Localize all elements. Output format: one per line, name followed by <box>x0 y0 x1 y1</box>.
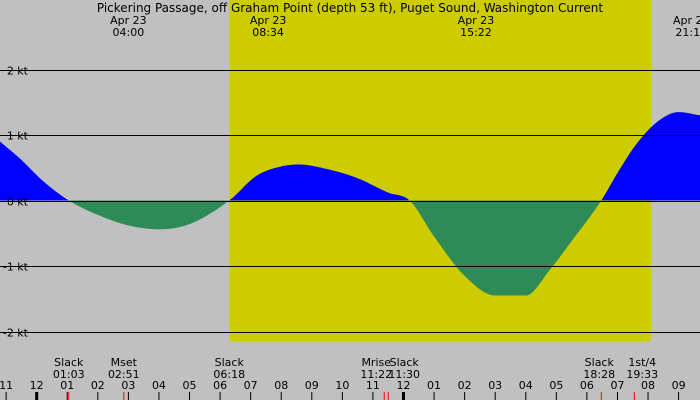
x-tick-label: 06 <box>213 379 227 392</box>
y-tick-label: 0 kt <box>7 196 29 209</box>
event-time-label: 19:33 <box>626 368 658 381</box>
current-fill-layer <box>0 112 700 296</box>
event-time-label: 11:22 <box>360 368 392 381</box>
top-time-label: 04:00 <box>113 26 145 39</box>
top-date-label: Apr 2 <box>673 14 700 27</box>
x-tick-label: 08 <box>274 379 288 392</box>
x-tick-label: 07 <box>244 379 258 392</box>
y-tick-label: 1 kt <box>7 130 29 143</box>
top-date-label: Apr 23 <box>458 14 495 27</box>
flood-area <box>601 112 700 201</box>
y-tick-label: 2 kt <box>7 65 29 78</box>
flood-area <box>0 141 69 201</box>
x-tick-label: 02 <box>91 379 105 392</box>
event-time-label: 11:30 <box>388 368 420 381</box>
top-date-label: Apr 23 <box>250 14 287 27</box>
event-name-label: Mset <box>111 356 138 369</box>
x-tick-label: 05 <box>183 379 197 392</box>
event-name-label: Slack <box>390 356 420 369</box>
x-tick-label: 12 <box>396 379 410 392</box>
ebb-area <box>409 200 602 296</box>
y-tick-labels: 2 kt 1 kt 0 kt -1 kt -2 kt <box>3 65 29 340</box>
x-tick-label: 01 <box>60 379 74 392</box>
top-date-label: Apr 23 <box>110 14 147 27</box>
x-tick-label: 08 <box>641 379 655 392</box>
event-labels: Slack01:03Mset02:51Slack06:18Mrise11:22S… <box>53 356 658 381</box>
x-tick-label: 02 <box>458 379 472 392</box>
event-name-label: 1st/4 <box>628 356 656 369</box>
x-tick-label: 04 <box>519 379 533 392</box>
gridlines <box>0 70 700 333</box>
event-name-label: Slack <box>215 356 245 369</box>
top-time-label: 08:34 <box>252 26 284 39</box>
x-tick-label: 09 <box>672 379 686 392</box>
y-tick-label: -1 kt <box>3 261 29 274</box>
ebb-area <box>68 200 230 230</box>
x-tick-label: 03 <box>121 379 135 392</box>
x-tick-label: 11 <box>366 379 380 392</box>
y-tick-label: -2 kt <box>3 327 29 340</box>
event-time-label: 01:03 <box>53 368 85 381</box>
x-tick-label: 05 <box>549 379 563 392</box>
x-tick-label: 03 <box>488 379 502 392</box>
x-tick-label: 09 <box>305 379 319 392</box>
event-name-label: Slack <box>54 356 84 369</box>
event-time-label: 18:28 <box>583 368 615 381</box>
top-time-label: 15:22 <box>460 26 492 39</box>
x-tick-label: 11 <box>0 379 13 392</box>
chart-title: Pickering Passage, off Graham Point (dep… <box>97 1 604 15</box>
x-tick-label: 10 <box>335 379 349 392</box>
x-tick-label: 04 <box>152 379 166 392</box>
x-axis: 11 12 01 02 03 04 05 06 07 08 09 10 11 12 01 02 03 04 05 06… <box>0 379 686 400</box>
x-tick-label: 12 <box>30 379 44 392</box>
event-name-label: Slack <box>585 356 615 369</box>
event-time-label: 06:18 <box>213 368 245 381</box>
flood-area <box>229 164 410 201</box>
x-tick-label: 07 <box>610 379 624 392</box>
event-name-label: Mrise <box>361 356 391 369</box>
event-time-label: 02:51 <box>108 368 140 381</box>
top-time-label: 21:1 <box>675 26 700 39</box>
x-tick-label: 06 <box>580 379 594 392</box>
x-tick-label: 01 <box>427 379 441 392</box>
